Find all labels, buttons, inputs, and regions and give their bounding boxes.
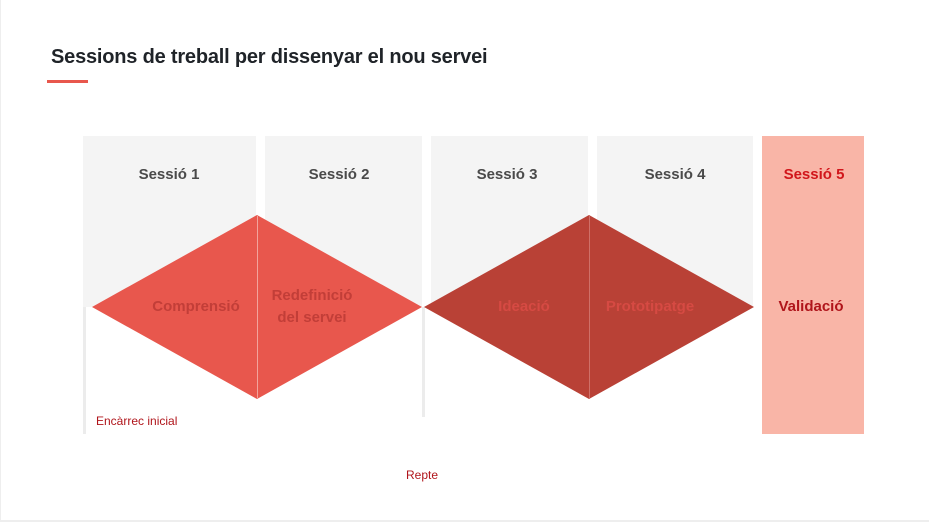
session-1-label: Sessió 1 bbox=[138, 166, 200, 183]
phase-validacio: Validació bbox=[778, 298, 844, 315]
page-title: Sessions de treball per dissenyar el nou… bbox=[51, 46, 488, 68]
session-4-label: Sessió 4 bbox=[644, 166, 706, 183]
repte-label: Repte bbox=[406, 468, 439, 482]
title-underline bbox=[47, 80, 88, 83]
session-2-label: Sessió 2 bbox=[308, 166, 370, 183]
diamond-left-half-2 bbox=[424, 215, 589, 399]
phase-redefinicio: Redefinició del servei bbox=[272, 285, 353, 329]
guide-line-left bbox=[83, 307, 86, 434]
diamond-right-half-2 bbox=[589, 215, 754, 399]
phase-prototipatge: Prototipatge bbox=[605, 298, 695, 315]
encarrec-label: Encàrrec inicial bbox=[96, 414, 178, 428]
phase-redefinicio-line2: del servei bbox=[277, 309, 347, 326]
diamond-right-half-1 bbox=[257, 215, 422, 399]
session-3-label: Sessió 3 bbox=[476, 166, 538, 183]
guide-line-middle bbox=[422, 307, 425, 417]
diamond-left-half-1 bbox=[92, 215, 257, 399]
phase-redefinicio-line1: Redefinició bbox=[271, 287, 353, 304]
phase-ideacio: Ideació bbox=[498, 298, 550, 315]
session-5-label: Sessió 5 bbox=[783, 166, 845, 183]
phase-comprensio: Comprensió bbox=[152, 298, 240, 315]
session-5-column bbox=[762, 136, 864, 434]
